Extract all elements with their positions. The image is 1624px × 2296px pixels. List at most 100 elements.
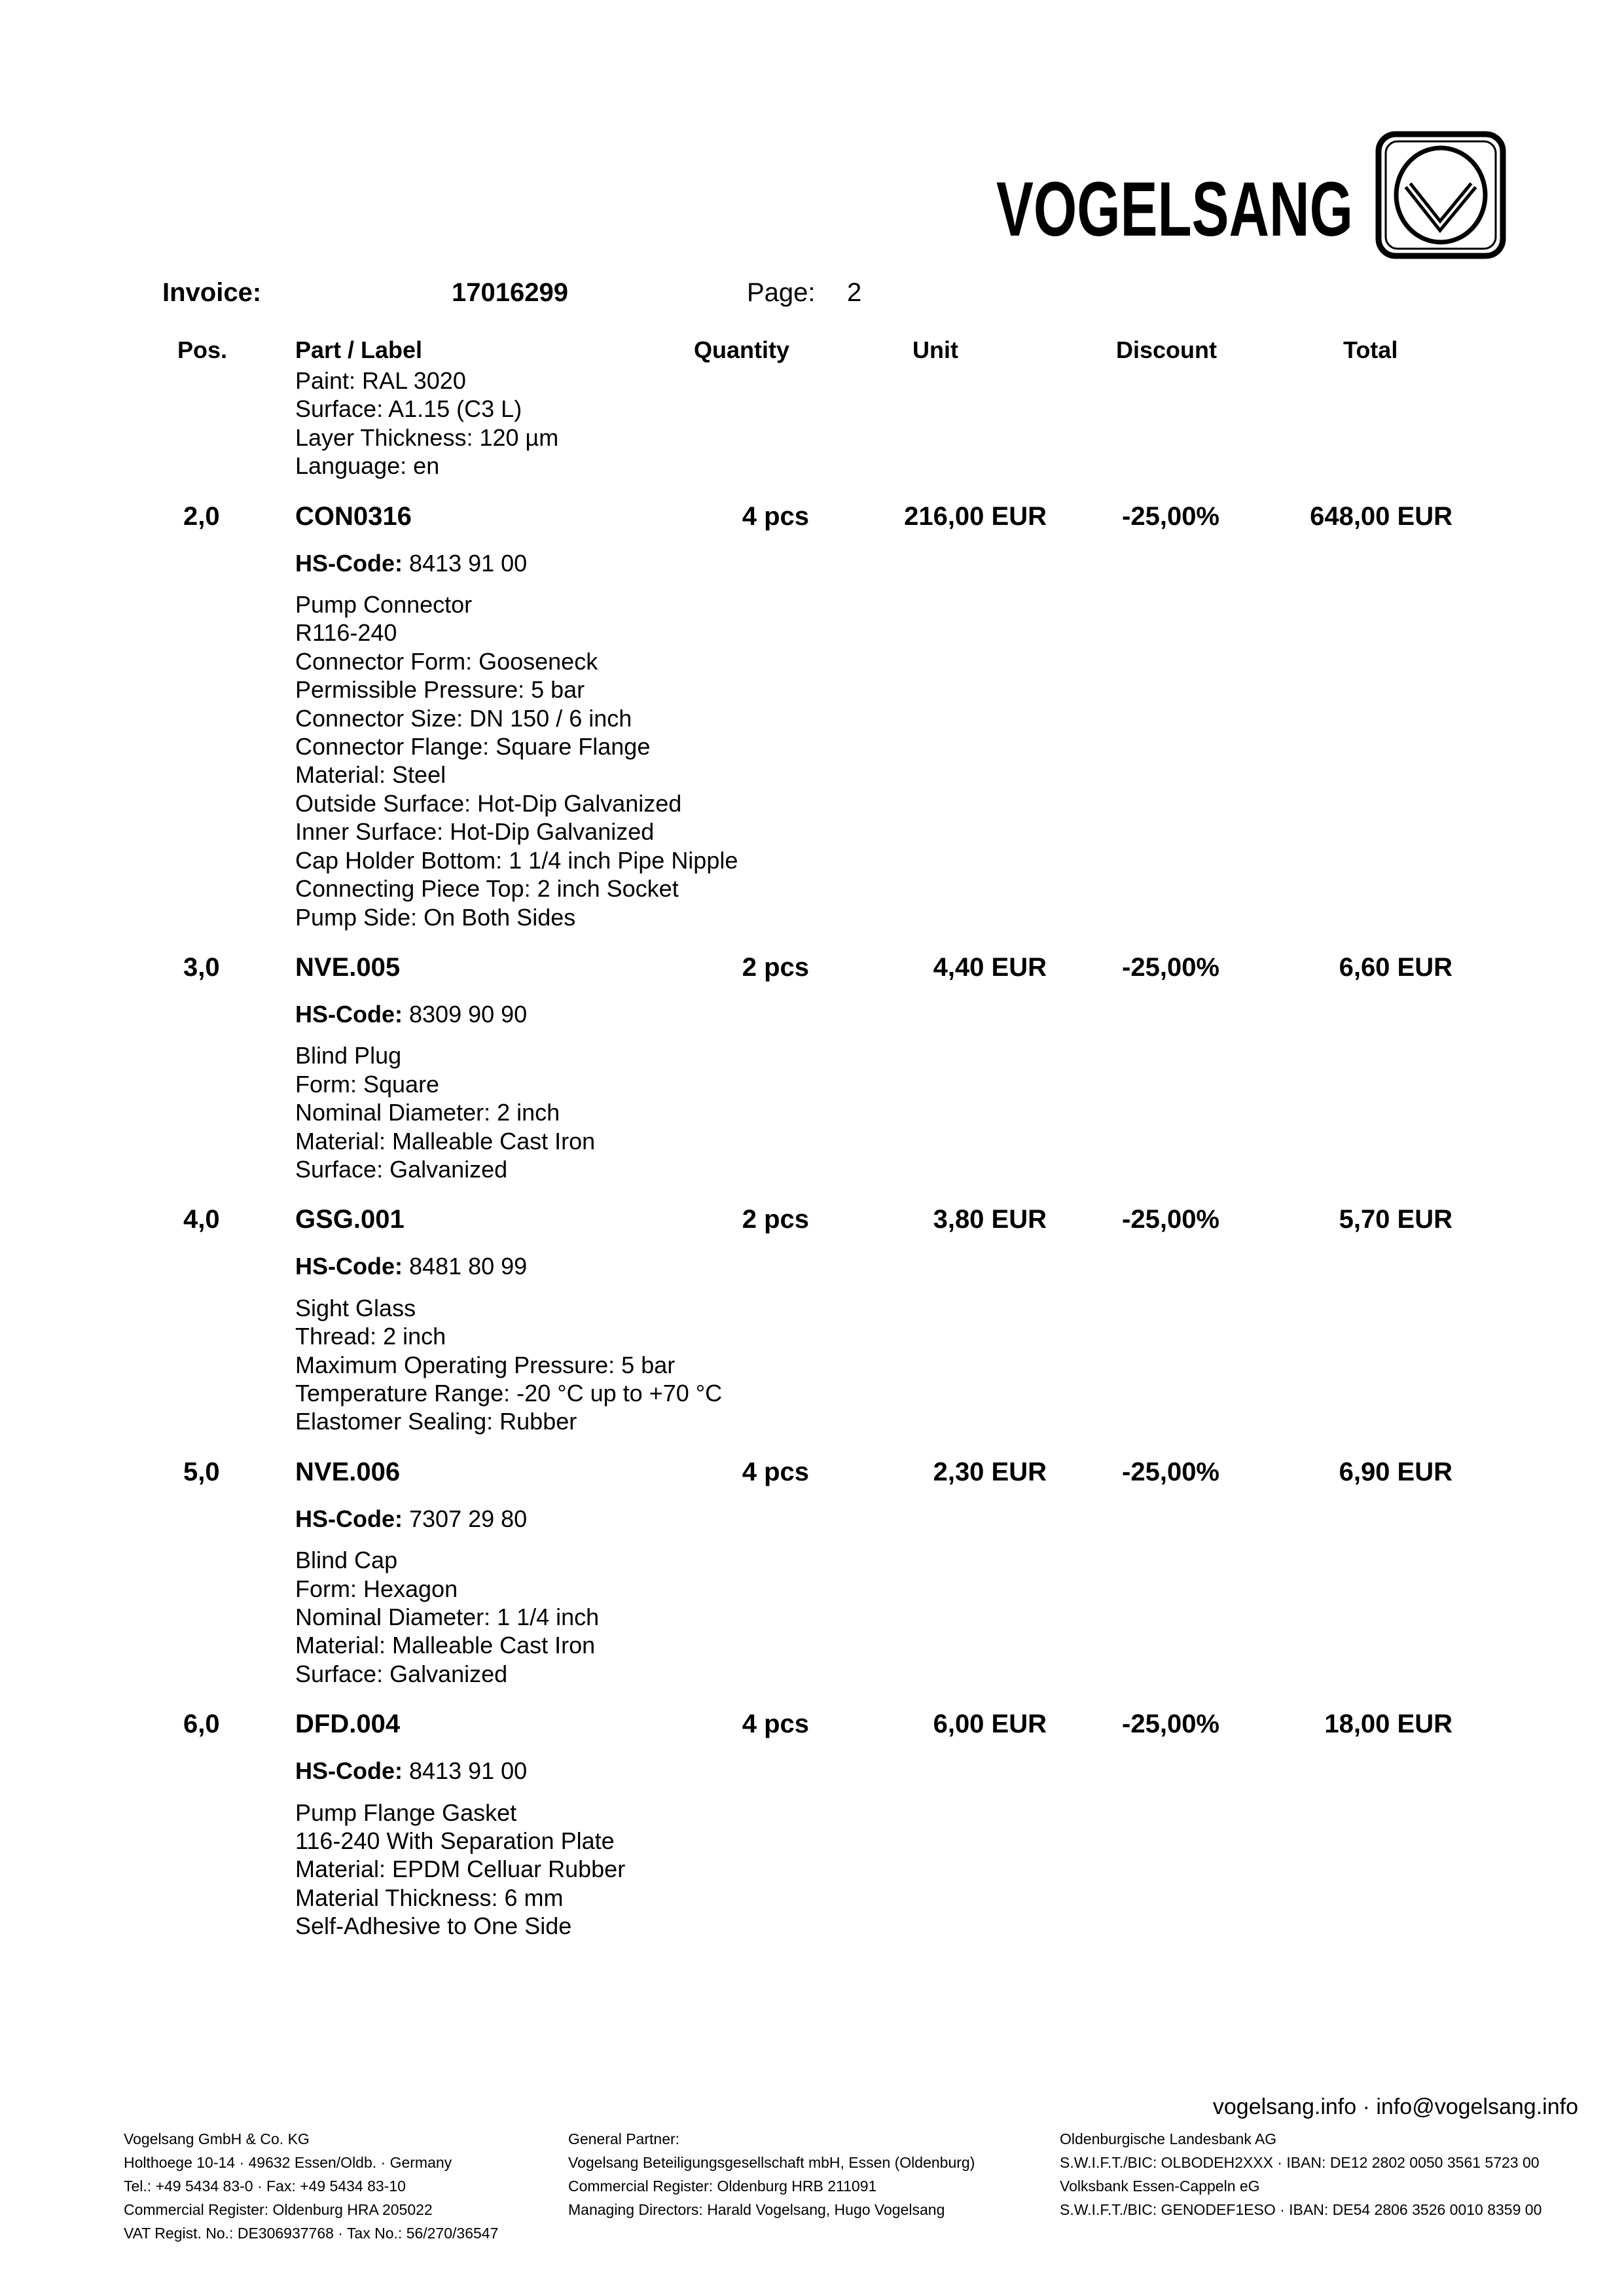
column-header-quantity: Quantity	[694, 336, 790, 363]
description-line: Material: Malleable Cast Iron	[295, 1127, 596, 1155]
description-line: Blind Plug	[295, 1042, 402, 1069]
svg-text:VOGELSANG: VOGELSANG	[996, 166, 1353, 253]
description-line: Material: Malleable Cast Iron	[295, 1632, 596, 1659]
item-total: 648,00 EUR	[1310, 501, 1453, 531]
hs-code-value: 8481 80 99	[409, 1253, 528, 1280]
item-total: 6,60 EUR	[1339, 952, 1453, 982]
description-line: Material: EPDM Celluar Rubber	[295, 1856, 626, 1883]
column-header-unit: Unit	[912, 336, 958, 363]
description-line: Pump Flange Gasket	[295, 1799, 517, 1826]
description-line: Form: Hexagon	[295, 1575, 458, 1602]
item-row: 2,0 CON0316 4 pcs 216,00 EUR -25,00% 648,00 E…	[0, 501, 1624, 531]
item-qty: 4 pcs	[742, 501, 809, 531]
item-part: CON0316	[295, 501, 412, 531]
description-line: Material Thickness: 6 mm	[295, 1884, 564, 1911]
footer-line: Holthoege 10-14 · 49632 Essen/Oldb. · Ge…	[124, 2154, 452, 2171]
footer-bank: Oldenburgische Landesbank AG S.W.I.F.T./B…	[1060, 2127, 1542, 2221]
footer-line: S.W.I.F.T./BIC: OLBODEH2XXX · IBAN: DE12…	[1060, 2154, 1540, 2171]
item-part: NVE.006	[295, 1457, 401, 1486]
description-line: Layer Thickness: 120 µm	[295, 423, 559, 451]
invoice-label: Invoice:	[162, 278, 262, 307]
footer-line: S.W.I.F.T./BIC: GENODEF1ESO · IBAN: DE54…	[1060, 2201, 1542, 2218]
page-number: 2	[847, 278, 862, 307]
description-line: Surface: Galvanized	[295, 1155, 508, 1183]
description-line: Paint: RAL 3020	[295, 367, 466, 394]
column-header-discount: Discount	[1116, 336, 1218, 363]
hs-code-value: 8309 90 90	[409, 1000, 528, 1028]
footer-line: Vogelsang GmbH & Co. KG	[124, 2130, 310, 2147]
hs-code-label: HS-Code:	[295, 1757, 403, 1785]
item-description: Blind Plug Form: Square Nominal Diameter: …	[0, 1041, 1624, 1183]
hs-code-label: HS-Code:	[295, 1505, 403, 1532]
description-line: Maximum Operating Pressure: 5 bar	[295, 1351, 676, 1378]
item-description: Sight Glass Thread: 2 inch Maximum Operati…	[0, 1294, 1624, 1436]
line-item: 6,0 DFD.004 4 pcs 6,00 EUR -25,00% 18,00 EUR H…	[0, 1709, 1624, 1940]
footer-line: Oldenburgische Landesbank AG	[1060, 2130, 1277, 2147]
item-part: GSG.001	[295, 1205, 405, 1234]
item-description: Pump Flange Gasket 116-240 With Separatio…	[0, 1799, 1624, 1941]
description-line: Elastomer Sealing: Rubber	[295, 1408, 577, 1435]
footer-line: Vogelsang Beteiligungsgesellschaft mbH, …	[568, 2154, 975, 2171]
vogelsang-logo: VOGELSANG	[988, 128, 1512, 265]
hs-code-line: HS-Code: 8309 90 90	[0, 1000, 1624, 1028]
item-pos: 2,0	[183, 501, 220, 531]
item-unit: 4,40 EUR	[933, 952, 1047, 982]
item-row: 5,0 NVE.006 4 pcs 2,30 EUR -25,00% 6,90 EUR	[0, 1457, 1624, 1487]
footer-company: Vogelsang GmbH & Co. KG Holthoege 10-14 ·…	[124, 2127, 498, 2245]
description-line: Nominal Diameter: 1 1/4 inch	[295, 1604, 600, 1630]
description-line: Permissible Pressure: 5 bar	[295, 676, 585, 704]
hs-code-label: HS-Code:	[295, 1000, 403, 1028]
description-line: 116-240 With Separation Plate	[295, 1827, 615, 1855]
description-line: Connector Size: DN 150 / 6 inch	[295, 704, 632, 732]
line-item: 3,0 NVE.005 2 pcs 4,40 EUR -25,00% 6,60 EUR HS…	[0, 952, 1624, 1183]
footer-line: Tel.: +49 5434 83-0 · Fax: +49 5434 83-1…	[124, 2178, 406, 2195]
item-pos: 6,0	[183, 1710, 220, 1739]
description-line: Surface: Galvanized	[295, 1660, 508, 1687]
description-line: Connector Form: Gooseneck	[295, 647, 598, 675]
hs-code-line: HS-Code: 8413 91 00	[0, 549, 1624, 577]
item-part: DFD.004	[295, 1710, 401, 1739]
invoice-number: 17016299	[452, 278, 568, 307]
hs-code-line: HS-Code: 7307 29 80	[0, 1505, 1624, 1533]
description-line: Material: Steel	[295, 761, 446, 789]
hs-code-value: 7307 29 80	[409, 1505, 528, 1532]
item-part: NVE.005	[295, 952, 401, 982]
description-line: Temperature Range: -20 °C up to +70 °C	[295, 1379, 723, 1407]
item-unit: 3,80 EUR	[933, 1205, 1047, 1234]
item-discount: -25,00%	[1122, 1457, 1219, 1486]
hs-code-label: HS-Code:	[295, 1253, 403, 1280]
hs-code-value: 8413 91 00	[409, 549, 528, 577]
hs-code-label: HS-Code:	[295, 549, 403, 577]
description-line: Connecting Piece Top: 2 inch Socket	[295, 875, 679, 903]
invoice-lines: Paint: RAL 3020 Surface: A1.15 (C3 L) Laye…	[0, 367, 1624, 1941]
item-description: Blind Cap Form: Hexagon Nominal Diameter: …	[0, 1546, 1624, 1688]
item-total: 5,70 EUR	[1339, 1205, 1453, 1234]
hs-code-line: HS-Code: 8481 80 99	[0, 1252, 1624, 1280]
item-qty: 2 pcs	[742, 952, 809, 982]
footer-line: Commercial Register: Oldenburg HRB 21109…	[568, 2178, 877, 2195]
footer-line: Volksbank Essen-Cappeln eG	[1060, 2178, 1260, 2195]
v-check-emblem-icon	[1375, 131, 1506, 259]
description-line: Inner Surface: Hot-Dip Galvanized	[295, 818, 655, 846]
footer-line: Commercial Register: Oldenburg HRA 20502…	[124, 2201, 433, 2218]
description-line: Thread: 2 inch	[295, 1323, 446, 1350]
description-line: Nominal Diameter: 2 inch	[295, 1099, 560, 1126]
description-line: Blind Cap	[295, 1547, 398, 1574]
item-unit: 216,00 EUR	[904, 501, 1047, 531]
line-item: 4,0 GSG.001 2 pcs 3,80 EUR -25,00% 5,70 EUR HS…	[0, 1204, 1624, 1435]
page-label: Page:	[747, 278, 816, 307]
footer-line: General Partner:	[568, 2130, 680, 2147]
item-qty: 2 pcs	[742, 1205, 809, 1234]
description-line: Outside Surface: Hot-Dip Galvanized	[295, 789, 682, 817]
column-header-pos: Pos.	[177, 336, 228, 363]
item-qty: 4 pcs	[742, 1457, 809, 1486]
description-line: Language: en	[295, 452, 440, 480]
line-item: 2,0 CON0316 4 pcs 216,00 EUR -25,00% 648,00 E…	[0, 501, 1624, 931]
column-header-part: Part / Label	[295, 336, 423, 363]
description-line: Form: Square	[295, 1070, 440, 1098]
item-description: Pump Connector R116-240 Connector Form: Go…	[0, 590, 1624, 931]
line-item: 5,0 NVE.006 4 pcs 2,30 EUR -25,00% 6,90 EUR HS…	[0, 1457, 1624, 1688]
item-pos: 4,0	[183, 1205, 220, 1234]
item-pos: 5,0	[183, 1457, 220, 1486]
hs-code-value: 8413 91 00	[409, 1757, 528, 1785]
